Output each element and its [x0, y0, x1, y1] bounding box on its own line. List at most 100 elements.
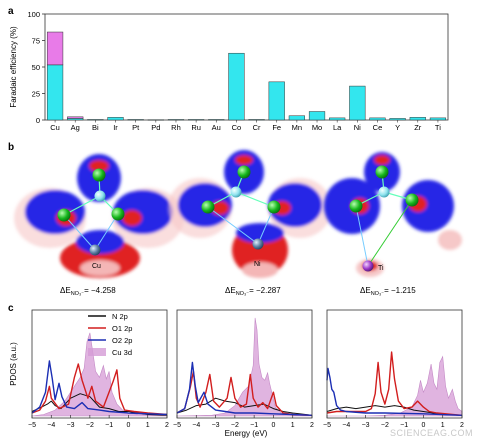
panel-a-category-label: La — [333, 123, 342, 132]
panel-a-bar-cu — [46, 64, 64, 121]
structure-ni: Ni — [168, 150, 332, 278]
series-n-2p-line — [31, 393, 168, 416]
panel-a-bar-cu-top — [46, 31, 64, 66]
legend-label: O2 2p — [112, 336, 132, 345]
panel-c-legend: N 2p O1 2p O2 2p Cu 3d — [88, 312, 132, 357]
panel-a-category-label: Zr — [414, 123, 422, 132]
energy-symbol-ni: ΔE — [225, 286, 236, 295]
panel-c-x-tick-label: −4 — [342, 422, 350, 429]
panel-c-x-tick-label: −2 — [86, 422, 94, 429]
structure-cu: Cu — [14, 154, 184, 278]
energy-symbol-cu: ΔE — [60, 286, 71, 295]
energy-label-ni: ΔENO₃⁻= −2.287 — [225, 286, 281, 297]
panel-a-category-label: Au — [212, 123, 221, 132]
series-o1-2p-line — [176, 370, 313, 416]
panel-a-bar-mn — [288, 115, 305, 121]
panel-a-bar-pt — [127, 119, 144, 121]
panel-a-category-label: Cu — [50, 123, 60, 132]
panel-a-bar-la — [329, 117, 346, 121]
series-o2-2p-line — [176, 361, 313, 416]
panel-c-x-tick-label: −4 — [192, 422, 200, 429]
panel-c-plot-frame — [176, 309, 313, 419]
panel-a-bar-cr — [248, 119, 265, 121]
energy-symbol-ti: ΔE — [360, 286, 371, 295]
panel-a-bar-y — [389, 118, 406, 121]
panel-a-category-label: Pt — [132, 123, 140, 132]
panel-c-plot-frame — [326, 309, 463, 419]
panel-a-category-label: Pd — [151, 123, 160, 132]
panel-a-y-tick-label: 25 — [32, 90, 40, 99]
panel-a-bar-ir — [107, 117, 124, 121]
panel-c-x-tick-label: 2 — [310, 422, 314, 429]
panel-c-x-tick-label: 0 — [126, 422, 130, 429]
svg-text:ΔENO₃⁻= −4.258: ΔENO₃⁻= −4.258 — [60, 286, 116, 297]
panel-a-bar-rh — [167, 119, 185, 121]
panel-c-x-tick-label: 1 — [291, 422, 295, 429]
panel-c-x-tick-label: 1 — [146, 422, 150, 429]
atom-label-ti: Ti — [378, 265, 384, 272]
panel-a-bar-ru — [188, 119, 205, 121]
panel-c-x-tick-label: −3 — [362, 422, 370, 429]
panel-c-x-tick-label: −3 — [212, 422, 220, 429]
panel-a-bar-ti — [429, 117, 447, 121]
panel-c-x-tick-label: 0 — [421, 422, 425, 429]
series-o1-2p-line — [326, 351, 463, 416]
panel-c-x-tick-label: −3 — [67, 422, 75, 429]
panel-a-bar-fe — [268, 81, 285, 121]
density-cu — [14, 154, 184, 278]
series-o1-2p-line — [31, 363, 168, 416]
panel-c-x-tick-label: −4 — [47, 422, 55, 429]
panel-a-bar-co — [228, 52, 245, 121]
series-cu-3d-area — [327, 355, 463, 417]
panel-a-category-label: Ni — [354, 123, 361, 132]
panel-a-bar-ni — [349, 85, 366, 121]
panel-c-x-tick-label: −5 — [28, 422, 36, 429]
energy-subscript-cu: NO₃⁻ — [71, 291, 84, 297]
panel-c-x-tick-label: 2 — [165, 422, 169, 429]
panel-a-bar-bi — [87, 119, 104, 121]
energy-subscript-ti: NO₃⁻ — [371, 291, 384, 297]
panel-a-bar-ag-top — [67, 116, 84, 119]
density-ti — [324, 152, 462, 277]
panel-c-plot-2: −5 −4 −3 −2 −1 0 1 2 — [173, 309, 314, 429]
energy-value-ti: = −1.215 — [384, 286, 416, 295]
panel-a-category-label: Ru — [191, 123, 201, 132]
panel-a-bar-ce — [369, 117, 386, 121]
panel-a-category-label: Bi — [92, 123, 99, 132]
panel-a-y-axis-label: Faradaic efficiency (%) — [9, 26, 18, 108]
series-n-2p-line — [326, 405, 463, 416]
atom-label-cu: Cu — [92, 263, 101, 270]
atom-label-ni: Ni — [254, 261, 261, 268]
panel-c-x-tick-label: −2 — [381, 422, 389, 429]
panel-c-x-tick-label: −5 — [323, 422, 331, 429]
panel-a-category-label: Ti — [435, 123, 441, 132]
legend-label: N 2p — [112, 312, 128, 321]
svg-text:ΔENO₃⁻= −2.287: ΔENO₃⁻= −2.287 — [225, 286, 281, 297]
panel-a-category-label: Rh — [171, 123, 181, 132]
panel-a-bar-au — [208, 119, 225, 121]
panel-c-x-tick-label: −1 — [250, 422, 258, 429]
panel-c-y-axis-label: PDOS (a.u.) — [9, 342, 18, 386]
panel-a-bar-chart: Faradaic efficiency (%) 0 25 50 75 100 Cu Ag B… — [9, 10, 449, 132]
panel-c-x-tick-label: −2 — [231, 422, 239, 429]
panel-a-y-tick-label: 75 — [32, 37, 40, 46]
panel-c-x-tick-label: 0 — [271, 422, 275, 429]
panel-c-pdos: PDOS (a.u.) −5 −4 −3 −2 −1 0 1 2 −5 −4 −3 −2 −1 0 1 2 −5… — [9, 309, 464, 438]
density-ni — [168, 150, 332, 278]
panel-a-category-label: Cr — [253, 123, 261, 132]
legend-swatch — [88, 348, 106, 356]
energy-subscript-ni: NO₃⁻ — [236, 291, 249, 297]
energy-value-cu: = −4.258 — [84, 286, 116, 295]
panel-a-letter: a — [8, 6, 14, 17]
panel-b-letter: b — [8, 142, 14, 153]
panel-a-category-label: Y — [395, 123, 400, 132]
energy-label-cu: ΔENO₃⁻= −4.258 — [60, 286, 116, 297]
panel-c-x-tick-label: −1 — [105, 422, 113, 429]
panel-a-category-label: Ag — [71, 123, 80, 132]
panel-a-y-tick-label: 50 — [32, 63, 40, 72]
panel-c-x-tick-label: 1 — [441, 422, 445, 429]
energy-label-ti: ΔENO₃⁻= −1.215 — [360, 286, 416, 297]
panel-c-plot-3: −5 −4 −3 −2 −1 0 1 2 — [323, 309, 464, 429]
panel-c-x-tick-label: −1 — [400, 422, 408, 429]
